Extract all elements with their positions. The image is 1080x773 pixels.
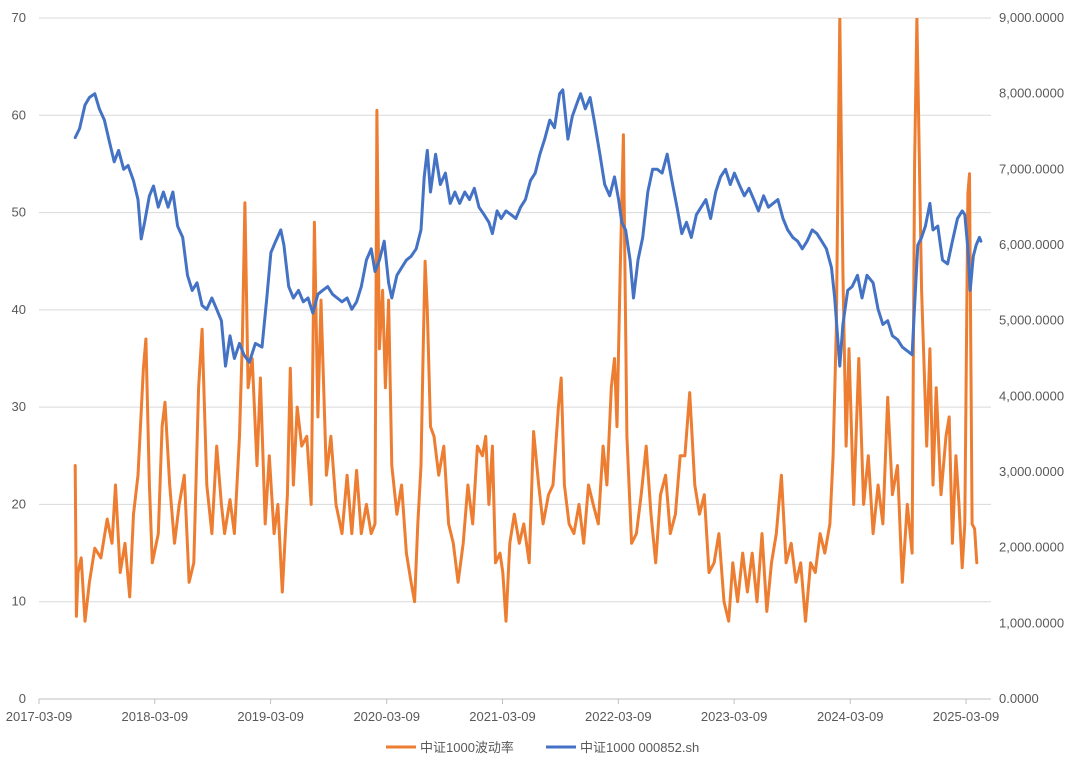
y-right-tick-label: 3,000.0000 <box>999 464 1064 479</box>
legend-label: 中证1000波动率 <box>420 740 514 755</box>
y-right-tick-label: 5,000.0000 <box>999 313 1064 328</box>
y-right-tick-label: 8,000.0000 <box>999 86 1064 101</box>
y-left-tick-label: 60 <box>12 107 26 122</box>
x-tick-label: 2021-03-09 <box>469 709 536 724</box>
y-left-tick-label: 20 <box>12 496 26 511</box>
x-tick-label: 2023-03-09 <box>701 709 768 724</box>
x-tick-label: 2017-03-09 <box>6 709 73 724</box>
y-left-tick-label: 50 <box>12 205 26 220</box>
y-right-tick-label: 7,000.0000 <box>999 161 1064 176</box>
y-left-tick-label: 10 <box>12 594 26 609</box>
y-left-tick-label: 30 <box>12 399 26 414</box>
y-right-tick-label: 9,000.0000 <box>999 10 1064 25</box>
series-line-index <box>73 88 983 368</box>
x-tick-label: 2018-03-09 <box>122 709 189 724</box>
y-left-tick-label: 70 <box>12 10 26 25</box>
legend-label: 中证1000 000852.sh <box>580 740 699 755</box>
y-right-tick-label: 6,000.0000 <box>999 237 1064 252</box>
y-right-tick-label: 1,000.0000 <box>999 615 1064 630</box>
x-tick-label: 2022-03-09 <box>585 709 652 724</box>
y-right-tick-label: 4,000.0000 <box>999 388 1064 403</box>
x-tick-label: 2019-03-09 <box>237 709 304 724</box>
x-tick-label: 2024-03-09 <box>817 709 884 724</box>
series-line-volatility <box>73 18 979 623</box>
y-right-tick-label: 0.0000 <box>999 691 1039 706</box>
x-tick-label: 2025-03-09 <box>933 709 1000 724</box>
y-left-tick-label: 0 <box>19 691 26 706</box>
x-tick-label: 2020-03-09 <box>353 709 420 724</box>
y-right-tick-label: 2,000.0000 <box>999 540 1064 555</box>
y-left-tick-label: 40 <box>12 302 26 317</box>
